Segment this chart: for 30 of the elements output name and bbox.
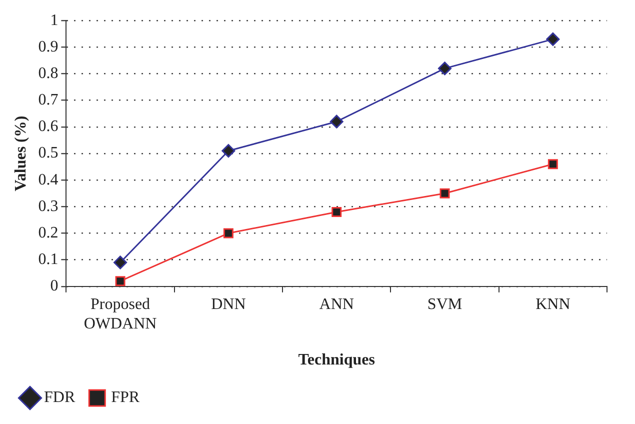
y-tick-label: 1	[50, 12, 58, 29]
legend-label: FPR	[111, 389, 140, 406]
point	[222, 144, 236, 158]
point	[440, 188, 450, 198]
legend-label: FDR	[44, 389, 76, 406]
y-tick-label: 0.3	[38, 198, 58, 215]
y-tick-label: 0.2	[38, 224, 58, 242]
y-tick-label: 0.4	[38, 171, 58, 188]
y-tick-label: 0.7	[38, 92, 58, 109]
point	[548, 159, 558, 170]
point	[438, 62, 452, 76]
x-tick-label: SVM	[427, 296, 462, 314]
x-tick-label: KNN	[536, 296, 571, 314]
y-axis-title: Values (%)	[12, 116, 30, 192]
x-axis-title: Techniques	[298, 352, 375, 369]
point	[546, 32, 560, 46]
y-tick-label: 0.8	[38, 64, 58, 82]
point	[114, 256, 128, 270]
x-tick-label: Proposed OWDANN	[84, 296, 158, 332]
y-tick-label: 0	[50, 278, 58, 295]
x-tick-label: ANN	[319, 296, 354, 314]
y-tick-label: 0.9	[38, 38, 58, 56]
point	[115, 276, 126, 286]
y-tick-label: 0.5	[38, 144, 58, 162]
point	[223, 228, 234, 238]
y-tick-label: 0.6	[38, 118, 58, 136]
point	[330, 114, 344, 128]
x-tick-label: DNN	[211, 296, 246, 314]
y-tick-label: 0.1	[38, 251, 58, 268]
point	[332, 206, 342, 217]
